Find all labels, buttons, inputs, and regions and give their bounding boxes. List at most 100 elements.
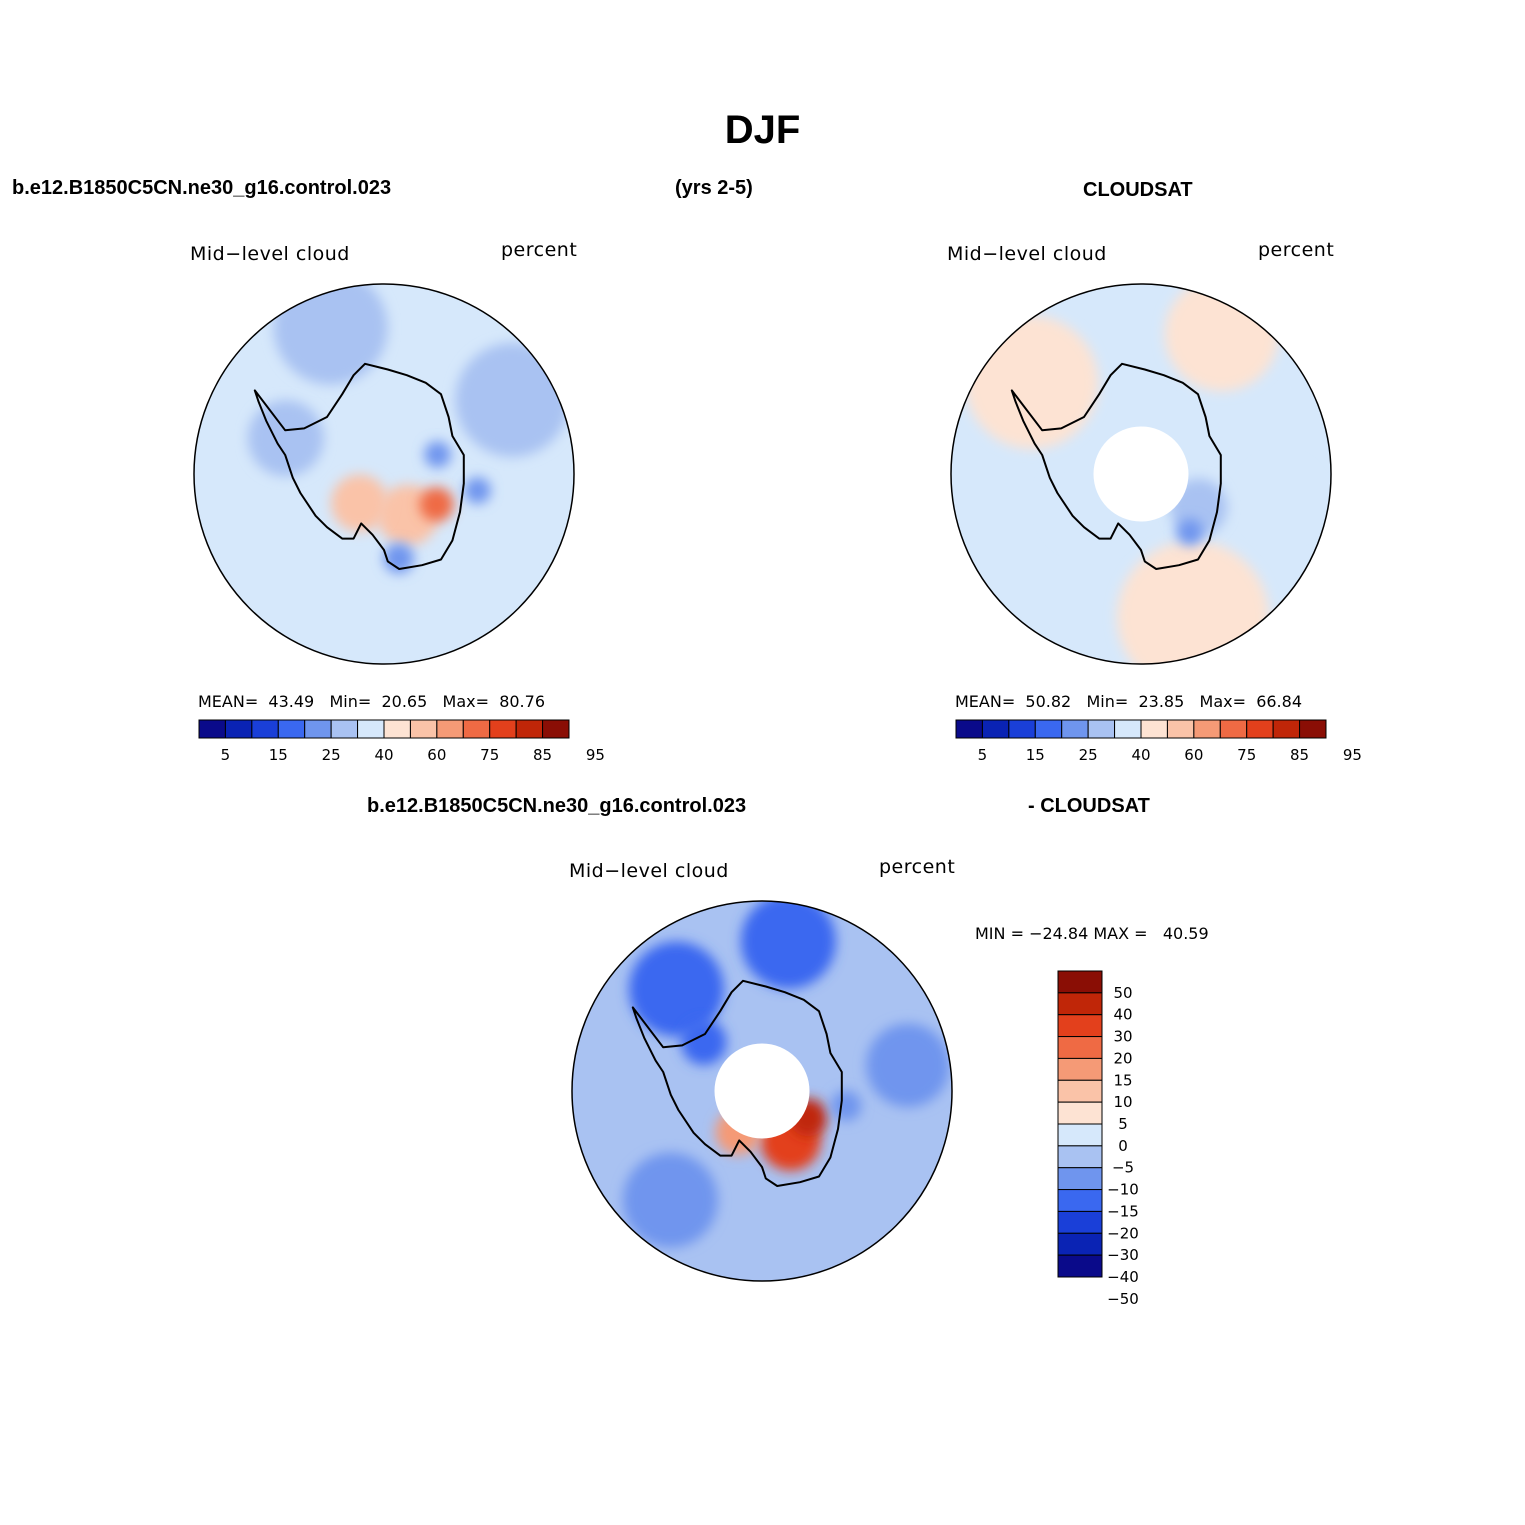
- missing-data-pole: [714, 1043, 810, 1139]
- colorbar-box-12: [515, 719, 544, 739]
- colorbar-box-9: [1193, 719, 1221, 739]
- colorbar-tick-label: 0: [1118, 1137, 1128, 1155]
- colorbar-tick-label: −40: [1107, 1268, 1139, 1286]
- colorbar-box-12: [1272, 719, 1301, 739]
- obs-units-label: percent: [1258, 239, 1335, 261]
- model-max-value: 80.76: [499, 692, 545, 711]
- field-blob-7: [424, 441, 451, 468]
- colorbar-box-10: [462, 719, 491, 739]
- colorbar-box-5: [1057, 1079, 1103, 1103]
- model-min-value: 20.65: [381, 692, 428, 711]
- field-blob-7: [680, 1019, 727, 1065]
- obs-min-value: 23.85: [1138, 692, 1185, 711]
- field-blob-5: [331, 474, 389, 532]
- colorbar-tick-label: −20: [1107, 1224, 1139, 1242]
- colorbar-tick-label: 25: [1079, 746, 1098, 764]
- antarctica-coastline: [253, 362, 465, 570]
- field-blob-1: [1116, 540, 1269, 664]
- colorbar-box-13: [1057, 1254, 1103, 1278]
- obs-max-label: Max=: [1199, 692, 1247, 711]
- field-blob-0: [273, 284, 388, 385]
- colorbar-box-8: [1057, 1145, 1103, 1169]
- colorbar-tick-label: 60: [1184, 746, 1203, 764]
- model-stats: MEAN= 43.49 Min= 20.65 Max= 80.76: [198, 692, 545, 711]
- field-blob-1: [455, 342, 570, 457]
- antarctica-coastline: [631, 979, 843, 1187]
- colorbar-box-3: [1057, 1036, 1103, 1059]
- colorbar-box-4: [304, 719, 332, 739]
- colorbar-box-7: [1057, 1123, 1103, 1147]
- colorbar-tick-label: 15: [1113, 1071, 1132, 1089]
- model-units-label: percent: [501, 239, 578, 261]
- colorbar-box-3: [277, 719, 306, 739]
- diff-polar-map: [571, 900, 953, 1282]
- field-blob-2: [866, 1023, 950, 1108]
- colorbar-box-10: [1219, 719, 1248, 739]
- colorbar-box-2: [1008, 719, 1036, 739]
- colorbar-tick-label: 75: [480, 746, 499, 764]
- colorbar-tick-label: −5: [1112, 1159, 1134, 1177]
- field-layer: [572, 901, 952, 1281]
- colorbar-box-3: [1034, 719, 1063, 739]
- colorbar-tick-label: 5: [221, 746, 231, 764]
- colorbar-box-1: [1057, 992, 1103, 1016]
- colorbar-box-12: [1057, 1232, 1103, 1256]
- colorbar-box-0: [198, 719, 226, 739]
- colorbar-tick-label: −15: [1107, 1202, 1139, 1220]
- model-mean-label: MEAN=: [198, 692, 259, 711]
- colorbar-box-5: [330, 719, 359, 739]
- diff-stats: MIN = −24.84 MAX = 40.59: [975, 924, 1209, 943]
- colorbar-box-6: [1057, 1101, 1103, 1125]
- obs-max-value: 66.84: [1256, 692, 1302, 711]
- colorbar-box-1: [981, 719, 1010, 739]
- colorbar-tick-label: 30: [1113, 1028, 1132, 1046]
- field-blob-0: [629, 941, 725, 1037]
- model-case-label: b.e12.B1850C5CN.ne30_g16.control.023: [12, 177, 392, 199]
- field-blob-5: [1176, 518, 1204, 546]
- field-blob-8: [464, 477, 491, 504]
- colorbar-box-11: [489, 719, 517, 739]
- colorbar-tick-label: 60: [427, 746, 446, 764]
- colorbar-box-6: [357, 719, 385, 739]
- colorbar-tick-label: −30: [1107, 1246, 1139, 1264]
- colorbar-tick-label: 95: [586, 746, 605, 764]
- years-label: (yrs 2-5): [675, 177, 753, 199]
- colorbar-tick-label: 15: [1026, 746, 1045, 764]
- colorbar-box-11: [1057, 1210, 1103, 1234]
- colorbar-box-13: [542, 719, 570, 739]
- colorbar-tick-label: 15: [269, 746, 288, 764]
- model-max-label: Max=: [442, 692, 490, 711]
- obs-stats: MEAN= 50.82 Min= 23.85 Max= 66.84: [955, 692, 1302, 711]
- colorbar-tick-label: 85: [1290, 746, 1309, 764]
- colorbar-tick-label: 40: [1131, 746, 1150, 764]
- obs-mean-value: 50.82: [1025, 692, 1072, 711]
- colorbar-tick-label: 50: [1113, 984, 1132, 1002]
- model-variable-label: Mid−level cloud: [190, 243, 350, 265]
- colorbar-tick-label: −10: [1107, 1181, 1139, 1199]
- colorbar-box-7: [383, 719, 411, 739]
- colorbar-tick-label: 5: [978, 746, 988, 764]
- model-mean-value: 43.49: [268, 692, 315, 711]
- missing-data-pole: [1093, 426, 1189, 522]
- page-title: DJF: [724, 108, 801, 152]
- colorbar-box-0: [955, 719, 983, 739]
- colorbar-tick-label: 20: [1113, 1049, 1132, 1067]
- map-border: [193, 283, 575, 665]
- colorbar-box-9: [1057, 1167, 1103, 1191]
- colorbar-box-13: [1299, 719, 1327, 739]
- map-border: [571, 900, 953, 1282]
- colorbar-box-8: [1166, 719, 1195, 739]
- obs-colorbar: 5 15 25 40 60 75 85 95: [955, 719, 1362, 764]
- colorbar-box-8: [409, 719, 438, 739]
- colorbar-tick-label: 25: [322, 746, 341, 764]
- colorbar-tick-label: 40: [374, 746, 393, 764]
- colorbar-tick-label: −50: [1107, 1290, 1139, 1308]
- obs-variable-label: Mid−level cloud: [947, 243, 1107, 265]
- colorbar-box-0: [1057, 970, 1103, 994]
- colorbar-box-4: [1057, 1057, 1103, 1081]
- field-blob-2: [247, 400, 324, 477]
- colorbar-box-2: [251, 719, 279, 739]
- obs-min-label: Min=: [1086, 692, 1129, 711]
- colorbar-tick-label: 5: [1118, 1115, 1128, 1133]
- model-polar-map: [193, 283, 575, 665]
